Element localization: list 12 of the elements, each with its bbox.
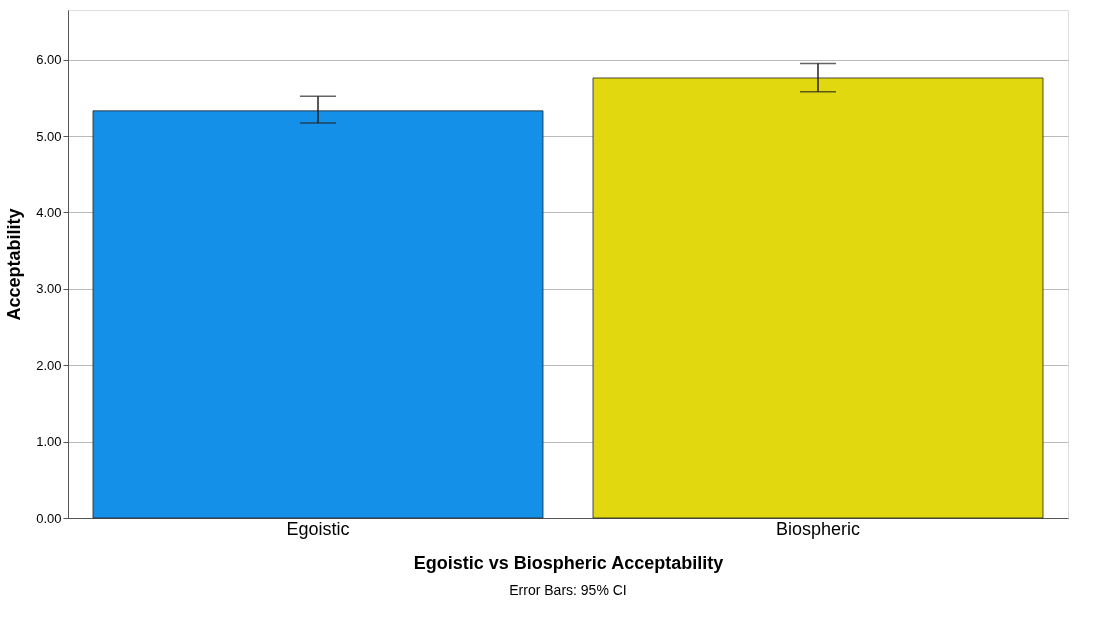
y-tick-label: 0.00 — [36, 510, 62, 526]
y-tick-label: 3.00 — [36, 281, 62, 297]
x-axis-title: Egoistic vs Biospheric Acceptability — [413, 552, 724, 573]
x-tick-label: Biospheric — [775, 518, 861, 539]
y-tick-label: 2.00 — [36, 357, 62, 373]
x-tick-label: Egoistic — [286, 518, 350, 539]
text: Error Bars: 95% CI — [509, 582, 627, 598]
y-tick-label: 4.00 — [36, 204, 62, 220]
y-tick-label: 5.00 — [36, 128, 62, 144]
y-tick-label: 1.00 — [36, 434, 62, 450]
y-axis-title: Acceptability — [4, 208, 25, 321]
y-tick-label: 6.00 — [36, 52, 62, 68]
